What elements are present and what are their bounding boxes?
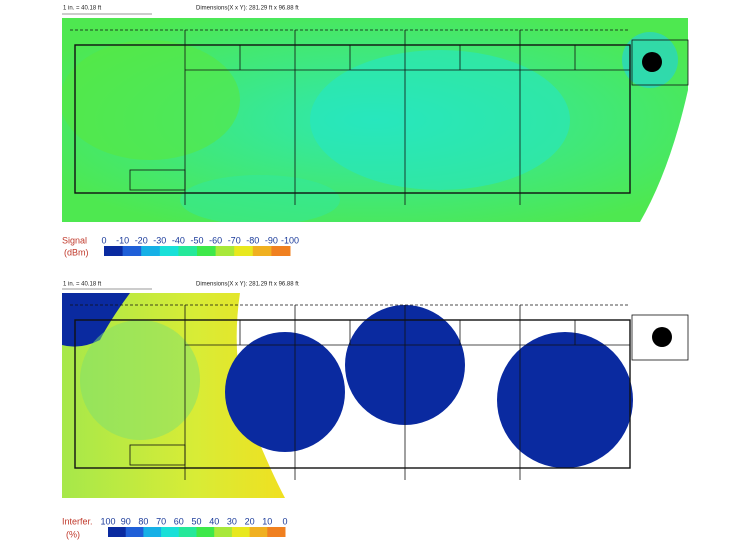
legend-swatch (161, 527, 180, 537)
floor-plan (70, 29, 689, 205)
legend-swatch (267, 527, 286, 537)
legend-label: 0 (282, 516, 287, 526)
signal-panel: 1 in. = 40.18 ft Dimensions(X x Y): 281.… (62, 6, 689, 257)
legend-label: 90 (121, 516, 131, 526)
legend-title: Interfer. (62, 516, 93, 526)
legend-label: -80 (246, 235, 259, 245)
legend-label: 50 (191, 516, 201, 526)
legend-swatch (271, 246, 291, 256)
heatmap (62, 18, 688, 222)
legend-swatch (197, 246, 217, 256)
legend-label: 100 (100, 516, 115, 526)
legend-swatch (104, 246, 124, 256)
legend-swatch (214, 527, 233, 537)
legend-swatch (231, 527, 251, 537)
legend: 0 -10 -20 -30 -40 -50 -60 -70 -80 -90 -100 (101, 235, 299, 256)
legend-swatch (122, 246, 142, 256)
legend-swatch (125, 527, 144, 537)
dimensions: Dimensions(X x Y): 281.29 ft x 96.88 ft (196, 6, 299, 12)
legend-label: -40 (172, 235, 185, 245)
legend-swatch (108, 527, 127, 537)
legend-label: 60 (174, 516, 184, 526)
legend-label: 70 (156, 516, 166, 526)
legend-swatch (143, 527, 162, 537)
legend-label: 80 (138, 516, 148, 526)
legend-label: -10 (116, 235, 129, 245)
legend-label: -70 (228, 235, 241, 245)
legend: 100 90 80 70 60 50 40 30 20 10 0 (100, 516, 288, 537)
legend-label: 30 (227, 516, 237, 526)
legend-label: 10 (262, 516, 272, 526)
legend-label: 40 (209, 516, 219, 526)
legend-swatch (159, 246, 179, 256)
legend-swatch (178, 527, 197, 537)
legend-unit: (dBm) (64, 247, 89, 257)
legend-label: -20 (135, 235, 148, 245)
scale-label: 1 in. = 40.18 ft (63, 282, 102, 288)
legend-swatch (249, 527, 268, 537)
dimensions: Dimensions(X x Y): 281.29 ft x 96.88 ft (196, 282, 299, 288)
legend-swatch (252, 246, 272, 256)
legend-swatch (234, 246, 254, 256)
legend-swatch (141, 246, 161, 256)
legend-label: -30 (153, 235, 166, 245)
floor-plan (70, 304, 689, 480)
heatmap (62, 293, 688, 498)
scale-label: 1 in. = 40.18 ft (63, 6, 102, 12)
legend-label: -100 (281, 235, 299, 245)
legend-label: -50 (190, 235, 203, 245)
interference-panel: 1 in. = 40.18 ft Dimensions(X x Y): 281.… (62, 282, 689, 539)
legend-swatch (215, 246, 235, 256)
legend-label: -60 (209, 235, 222, 245)
legend-label: 20 (245, 516, 255, 526)
legend-title: Signal (62, 235, 87, 245)
legend-swatch (196, 527, 215, 537)
legend-label: 0 (101, 235, 106, 245)
legend-label: -90 (265, 235, 278, 245)
legend-swatch (178, 246, 198, 256)
legend-unit: (%) (66, 529, 80, 539)
